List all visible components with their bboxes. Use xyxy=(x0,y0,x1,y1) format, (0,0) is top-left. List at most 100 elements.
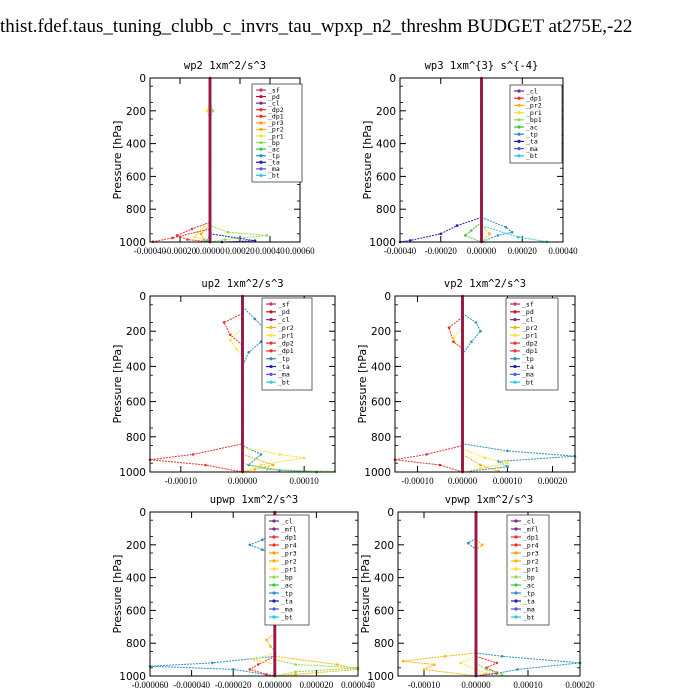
series-marker xyxy=(504,225,508,229)
zero-profile-marker xyxy=(474,560,478,563)
series-marker xyxy=(223,238,227,241)
zero-profile-marker xyxy=(241,394,244,397)
series-marker xyxy=(516,235,520,239)
legend-label: _dp1 xyxy=(523,533,539,541)
zero-profile-marker xyxy=(474,527,478,530)
zero-profile-marker xyxy=(480,235,483,238)
y-tick-label: 200 xyxy=(126,540,146,552)
y-tick-label: 600 xyxy=(376,171,396,183)
zero-profile-marker xyxy=(273,636,276,639)
x-tick-label: 0.00020 xyxy=(508,246,538,256)
series-marker xyxy=(510,230,514,234)
series-marker xyxy=(506,465,509,469)
zero-profile-marker xyxy=(474,592,478,596)
zero-profile-marker xyxy=(480,82,483,85)
legend-marker xyxy=(514,599,518,603)
zero-profile-marker xyxy=(480,213,483,216)
legend-label: _sf xyxy=(278,300,290,308)
zero-profile-marker xyxy=(208,147,212,151)
zero-profile-marker xyxy=(461,353,464,356)
series-marker xyxy=(253,317,257,321)
legend-marker xyxy=(259,121,263,125)
zero-profile-marker xyxy=(241,306,244,309)
zero-profile-marker xyxy=(461,453,464,456)
y-tick-label: 800 xyxy=(374,638,394,650)
legend-marker xyxy=(517,125,521,129)
legend-label: _bp1 xyxy=(526,116,542,124)
series-marker xyxy=(479,467,482,470)
series-line xyxy=(394,316,463,473)
zero-profile-marker xyxy=(208,164,212,167)
series-marker xyxy=(248,668,252,671)
legend-marker xyxy=(514,535,518,539)
y-tick-label: 200 xyxy=(126,326,146,338)
y-tick-label: 600 xyxy=(371,397,391,409)
zero-profile-marker xyxy=(241,464,244,468)
zero-profile-marker xyxy=(461,435,464,438)
series-marker xyxy=(222,321,226,324)
legend-label: _dp1 xyxy=(526,95,542,103)
legend-label: _pr2 xyxy=(281,557,297,565)
legend-label: _pr4 xyxy=(281,541,297,549)
series-line xyxy=(462,453,499,472)
x-tick-label: 0.00020 xyxy=(538,476,568,486)
series-marker xyxy=(452,336,455,340)
zero-profile-marker xyxy=(208,229,212,233)
legend-label: _pr3 xyxy=(523,549,539,557)
zero-profile-marker xyxy=(474,636,478,639)
zero-profile-marker xyxy=(241,423,244,427)
zero-profile-marker xyxy=(474,565,478,568)
zero-profile-marker xyxy=(208,87,212,91)
legend-label: _cl xyxy=(523,517,535,525)
legend-marker xyxy=(517,132,521,136)
legend-box xyxy=(264,514,310,626)
x-tick-label: 0.00000 xyxy=(461,680,491,690)
series-marker xyxy=(261,548,264,551)
x-tick-label: 0.00010 xyxy=(493,476,523,486)
zero-profile-marker xyxy=(461,447,464,450)
legend-marker xyxy=(513,302,517,306)
zero-profile-marker xyxy=(480,229,483,233)
zero-profile-marker xyxy=(208,197,212,200)
y-tick-label: 400 xyxy=(126,361,146,373)
legend-marker xyxy=(272,543,276,547)
legend-marker xyxy=(259,160,263,164)
zero-profile-marker xyxy=(474,581,478,585)
legend-marker xyxy=(259,154,263,158)
series-marker xyxy=(466,541,470,545)
zero-profile-marker xyxy=(474,521,478,525)
y-axis-label: Pressure [hPa] xyxy=(361,121,374,200)
zero-profile-marker xyxy=(241,453,244,456)
zero-profile-marker xyxy=(461,429,464,433)
zero-profile-marker xyxy=(208,109,212,113)
zero-profile-marker xyxy=(474,516,478,519)
zero-profile-marker xyxy=(241,341,244,345)
x-tick-label: -0.00010 xyxy=(401,476,434,486)
legend-marker xyxy=(269,349,273,353)
legend-marker xyxy=(272,535,276,539)
zero-profile-marker xyxy=(208,115,212,118)
x-tick-label: -0.00040 xyxy=(134,246,167,256)
zero-profile-marker xyxy=(208,224,212,227)
legend-label: _pr1 xyxy=(278,332,294,340)
zero-profile-marker xyxy=(461,459,464,462)
zero-profile-marker xyxy=(480,142,483,145)
zero-profile-marker xyxy=(208,180,212,184)
legend-marker xyxy=(514,615,518,619)
y-tick-label: 600 xyxy=(126,605,146,617)
zero-profile-marker xyxy=(480,218,483,222)
zero-profile-marker xyxy=(241,347,244,350)
zero-profile-marker xyxy=(208,186,212,189)
zero-profile-marker xyxy=(474,663,478,667)
y-tick-label: 200 xyxy=(374,540,394,552)
legend-label: _pr2 xyxy=(278,324,294,332)
zero-profile-marker xyxy=(461,330,464,333)
legend-label: _cl xyxy=(526,87,538,95)
x-tick-label: 0.00010 xyxy=(290,476,320,486)
plot-frame xyxy=(149,511,359,677)
panel-title: vp2 1xm^2/s^3 xyxy=(444,278,526,290)
legend-marker xyxy=(513,341,517,345)
series-marker xyxy=(294,663,297,666)
x-tick-label: 0.00060 xyxy=(285,246,315,256)
legend-label: _pr1 xyxy=(281,565,297,573)
